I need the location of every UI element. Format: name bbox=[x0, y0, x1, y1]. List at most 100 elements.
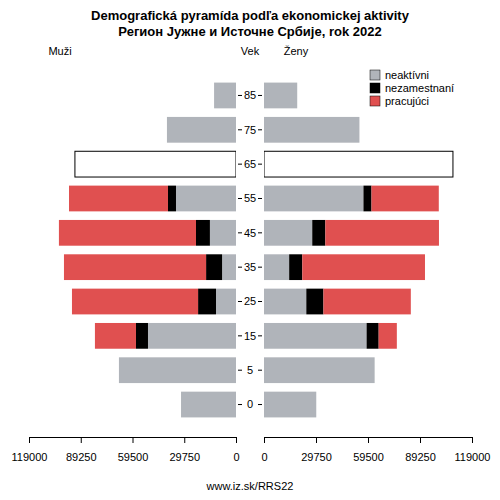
bar bbox=[264, 83, 297, 109]
footer: www.iz.sk/RRS22 bbox=[206, 480, 294, 492]
category-tick bbox=[258, 164, 262, 165]
bar bbox=[264, 220, 312, 246]
x-tick: 119000 bbox=[455, 437, 491, 463]
x-axis: 0 29750 59500 89250 119000 bbox=[12, 437, 240, 463]
bar bbox=[198, 289, 216, 315]
category-tick bbox=[238, 198, 242, 199]
bar bbox=[264, 392, 316, 418]
x-tick-label: 29750 bbox=[169, 451, 200, 463]
bar bbox=[264, 289, 306, 315]
category-tick bbox=[258, 370, 262, 371]
x-tick-mark bbox=[316, 437, 317, 443]
category-tick bbox=[238, 95, 242, 96]
category-tick bbox=[238, 164, 242, 165]
bar bbox=[69, 186, 168, 212]
category-label: 75 bbox=[244, 124, 256, 136]
legend-label: pracujúci bbox=[385, 95, 429, 107]
bar bbox=[148, 323, 236, 349]
x-tick-mark bbox=[81, 437, 82, 443]
legend-swatch bbox=[370, 96, 380, 106]
x-tick-mark bbox=[133, 437, 134, 443]
x-tick-label: 0 bbox=[261, 451, 267, 463]
x-tick-label: 59500 bbox=[353, 451, 384, 463]
legend-swatch bbox=[370, 70, 380, 80]
x-tick: 89250 bbox=[405, 437, 436, 463]
x-tick-mark bbox=[264, 437, 265, 443]
bar bbox=[167, 117, 236, 143]
bar bbox=[206, 254, 222, 280]
bar bbox=[325, 220, 439, 246]
bar bbox=[75, 151, 236, 177]
x-tick: 59500 bbox=[118, 437, 149, 463]
category-label: 45 bbox=[244, 227, 256, 239]
bar bbox=[196, 220, 210, 246]
category-label: 25 bbox=[244, 295, 256, 307]
bars bbox=[59, 83, 236, 418]
category-tick bbox=[258, 335, 262, 336]
category-label: 15 bbox=[244, 330, 256, 342]
x-tick-mark bbox=[29, 437, 30, 443]
legend-label: neaktívni bbox=[385, 69, 429, 81]
x-tick-mark bbox=[472, 437, 473, 443]
x-axis: 0 29750 59500 89250 119000 bbox=[261, 437, 490, 463]
chart: Demografická pyramída podľa ekonomickej … bbox=[0, 0, 500, 500]
group-label: Muži bbox=[48, 45, 71, 57]
bar bbox=[379, 323, 397, 349]
category-label: 5 bbox=[247, 364, 253, 376]
x-tick-label: 59500 bbox=[118, 451, 149, 463]
category-tick bbox=[238, 404, 242, 405]
x-tick-label: 29750 bbox=[301, 451, 332, 463]
bar bbox=[302, 254, 425, 280]
legend-swatch bbox=[370, 83, 380, 93]
category-label: 35 bbox=[244, 261, 256, 273]
category-tick bbox=[258, 198, 262, 199]
category-tick bbox=[258, 404, 262, 405]
bar bbox=[363, 186, 371, 212]
bars bbox=[264, 83, 453, 418]
category-tick bbox=[238, 335, 242, 336]
x-tick: 89250 bbox=[66, 437, 97, 463]
x-tick-mark bbox=[184, 437, 185, 443]
bar bbox=[59, 220, 196, 246]
category-label: 85 bbox=[244, 89, 256, 101]
category-tick bbox=[238, 301, 242, 302]
bar bbox=[216, 289, 236, 315]
x-tick-mark bbox=[420, 437, 421, 443]
category-label: 65 bbox=[244, 158, 256, 170]
category-tick bbox=[258, 301, 262, 302]
category-tick bbox=[238, 267, 242, 268]
category-tick bbox=[238, 232, 242, 233]
bar bbox=[264, 357, 375, 383]
bar bbox=[264, 323, 367, 349]
bar bbox=[64, 254, 206, 280]
bar bbox=[264, 117, 359, 143]
bar bbox=[264, 254, 289, 280]
x-tick-label: 119000 bbox=[455, 451, 491, 463]
x-tick: 0 bbox=[233, 437, 239, 463]
category-label: 55 bbox=[244, 192, 256, 204]
x-tick: 29750 bbox=[169, 437, 200, 463]
bar bbox=[95, 323, 136, 349]
x-tick-mark bbox=[236, 437, 237, 443]
category-tick bbox=[238, 370, 242, 371]
bar bbox=[222, 254, 236, 280]
category-tick bbox=[258, 95, 262, 96]
x-tick: 29750 bbox=[301, 437, 332, 463]
bar bbox=[119, 357, 236, 383]
bar bbox=[264, 151, 453, 177]
bar bbox=[323, 289, 410, 315]
bar bbox=[210, 220, 236, 246]
bar bbox=[176, 186, 236, 212]
category-tick bbox=[258, 267, 262, 268]
legend-label: nezamestnaní bbox=[385, 82, 454, 94]
x-tick-label: 0 bbox=[233, 451, 239, 463]
x-tick-label: 89250 bbox=[405, 451, 436, 463]
bar bbox=[72, 289, 198, 315]
bar bbox=[168, 186, 176, 212]
bar bbox=[306, 289, 323, 315]
title: Demografická pyramída podľa ekonomickej … bbox=[91, 8, 410, 23]
x-tick-label: 89250 bbox=[66, 451, 97, 463]
bar bbox=[264, 186, 363, 212]
x-tick: 119000 bbox=[12, 437, 48, 463]
bar bbox=[214, 83, 236, 109]
